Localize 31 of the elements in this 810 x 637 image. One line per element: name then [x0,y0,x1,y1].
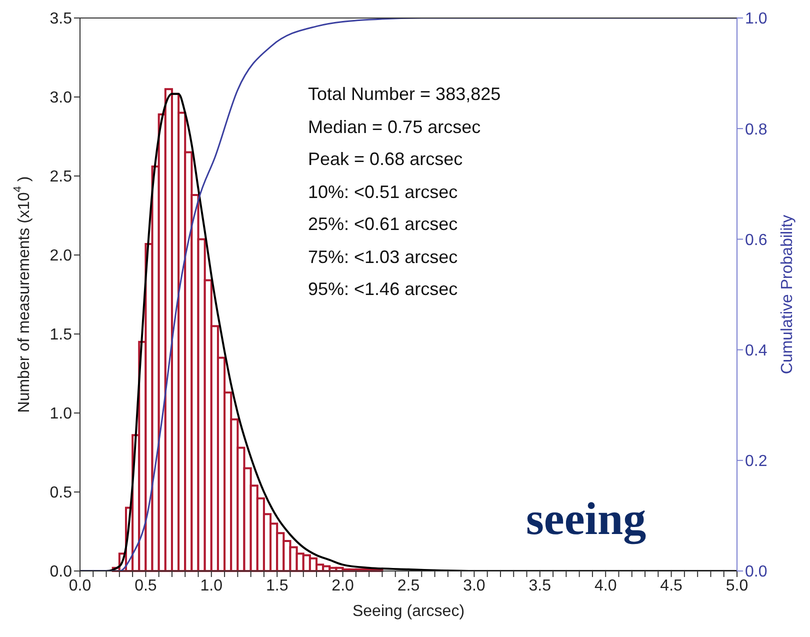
x-tick-label: 0.5 [134,577,157,594]
y2-axis-title: Cumulative Probability [778,214,796,374]
y-tick-label: 1.5 [50,326,72,344]
x-tick-label: 3.0 [463,577,486,594]
annotation: Total Number = 383,825 [308,83,501,106]
y-tick-label: 0.5 [50,484,72,502]
y-tick-label: 2.5 [50,168,72,186]
x-tick-label: 3.5 [528,577,552,594]
annotation: seeing [526,492,646,545]
y-tick-label: 2.0 [50,248,72,265]
y2-tick-label: 0.4 [745,342,768,360]
x-axis-title: Seeing (arcsec) [352,603,465,620]
x-tick-label: 1.5 [266,577,288,594]
y2-tick-label: 1.0 [745,10,768,28]
y-tick-label: 1.0 [50,406,72,423]
y2-tick-label: 0.6 [745,232,768,249]
annotation: 75%: <1.03 arcsec [308,246,459,268]
annotation: 95%: <1.46 arcsec [308,278,459,301]
y2-tick-label: 0.8 [745,121,768,138]
y-tick-label: 3.5 [50,10,72,28]
annotation: Peak = 0.68 arcsec [308,148,464,171]
x-tick-label: 2.5 [397,577,420,594]
x-tick-label: 4.0 [594,577,617,594]
x-tick-label: 1.0 [200,577,223,594]
y-tick-label: 3.0 [50,90,72,107]
annotation: Median = 0.75 arcsec [308,116,482,138]
y2-tick-label: 0.2 [745,453,768,470]
x-tick-label: 2.0 [332,577,354,594]
annotation: 10%: <0.51 arcsec [308,180,459,204]
x-tick-label: 4.5 [660,577,683,594]
annotation: 25%: <0.61 arcsec [308,213,459,236]
